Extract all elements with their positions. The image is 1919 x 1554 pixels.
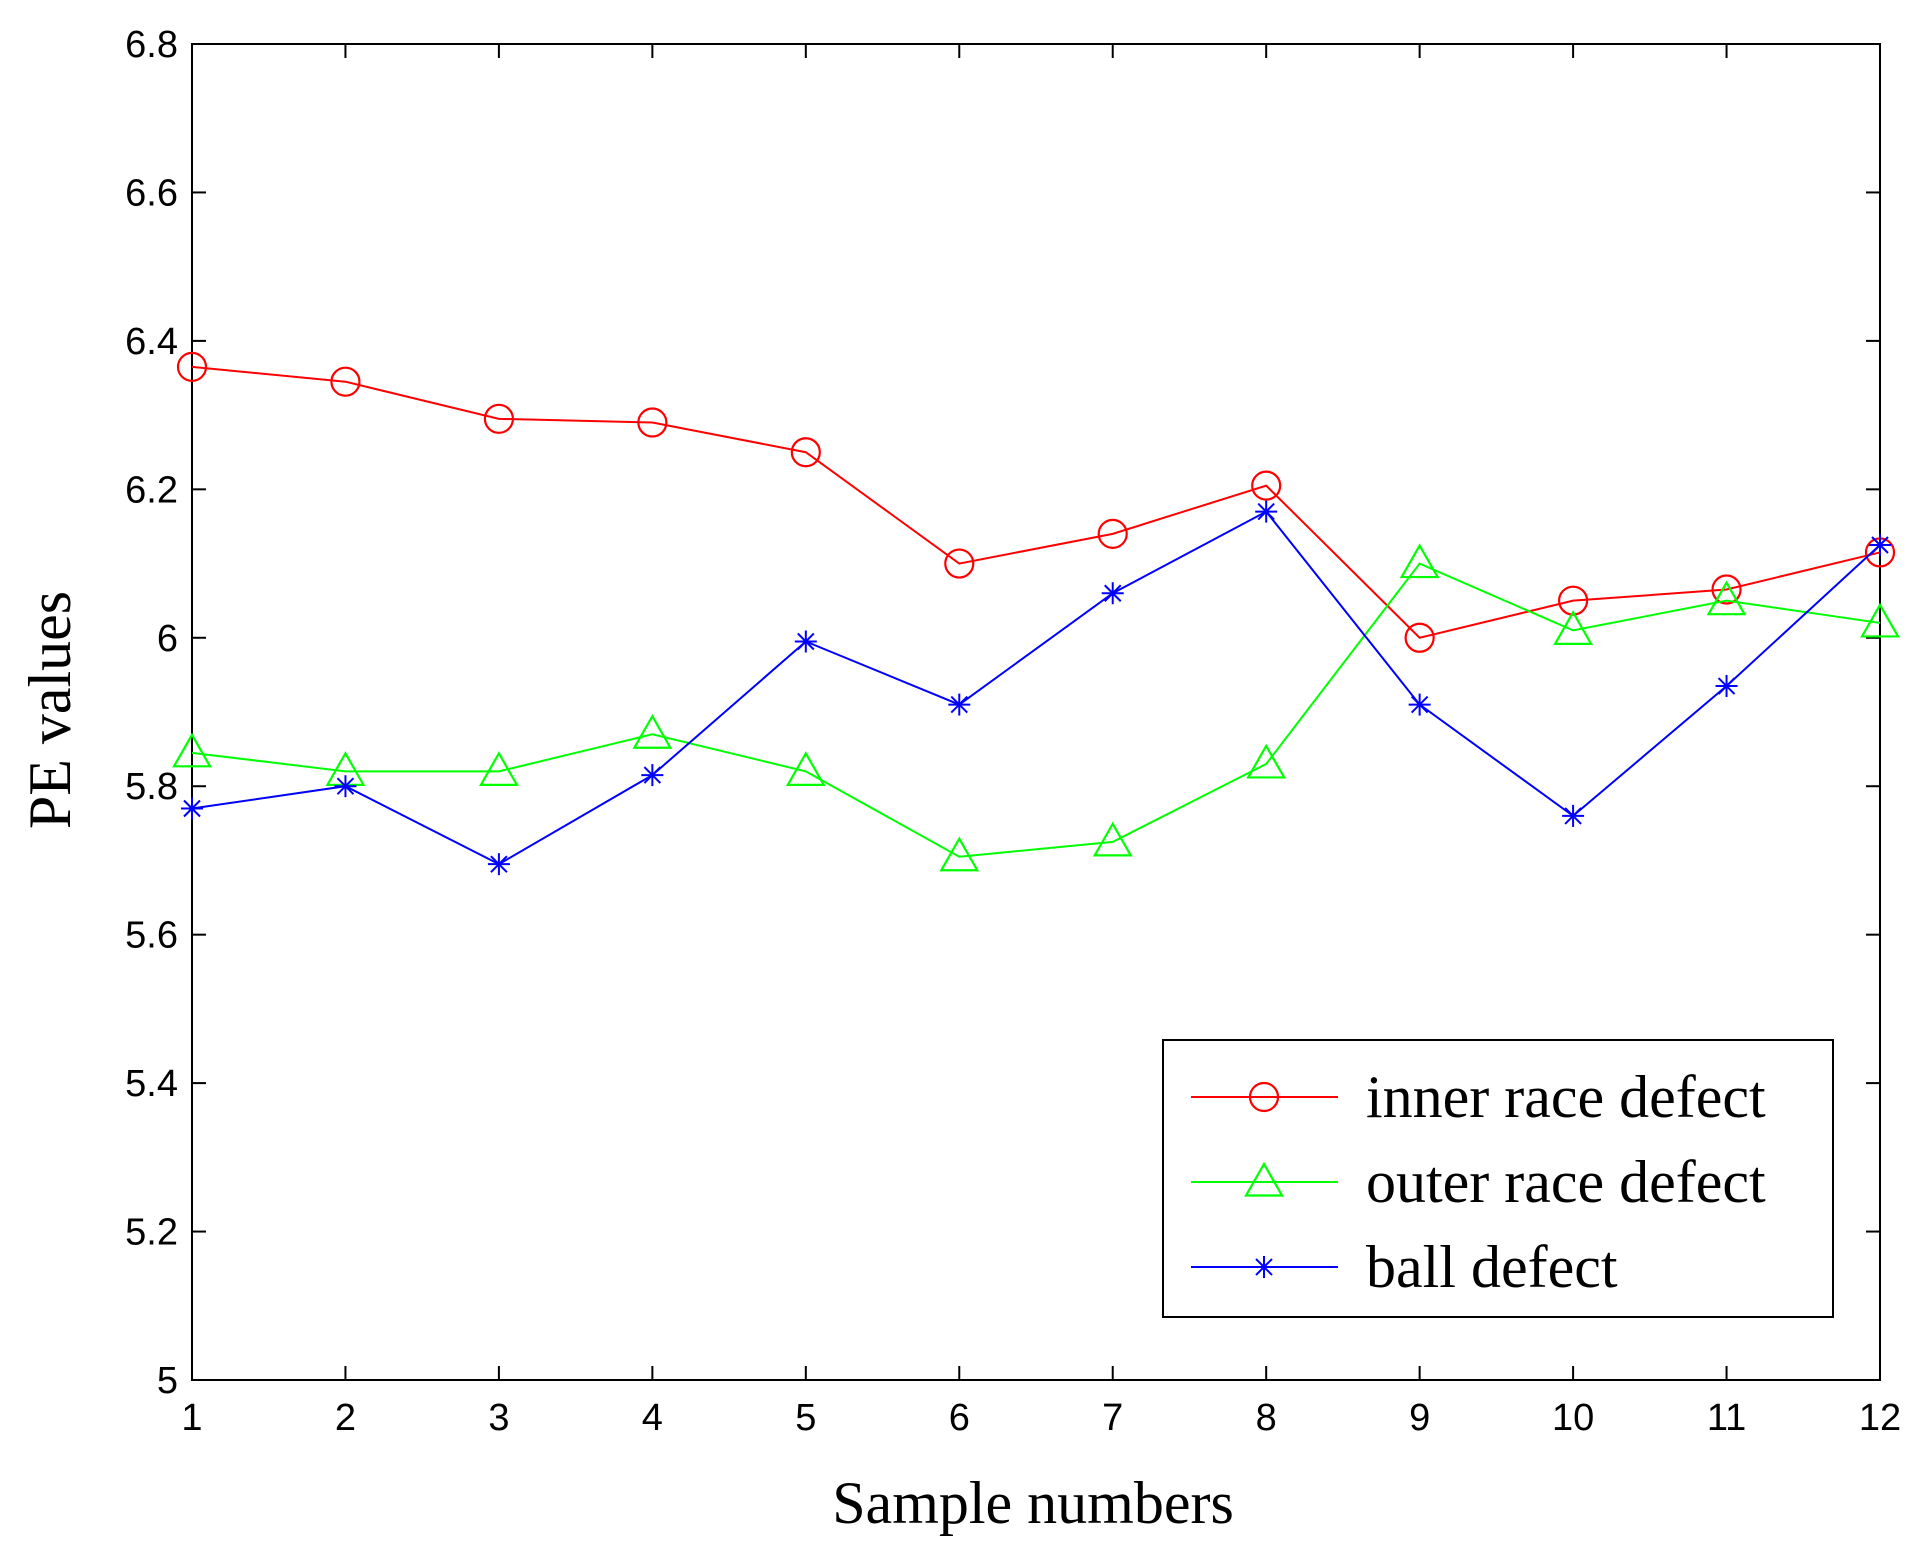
legend-label: inner race defect bbox=[1366, 1064, 1766, 1130]
data-point bbox=[1860, 602, 1900, 638]
data-point bbox=[1553, 610, 1593, 645]
series-line bbox=[191, 562, 1881, 858]
y-tick-label: 6 bbox=[157, 618, 178, 660]
data-point bbox=[1251, 470, 1282, 501]
data-point bbox=[1557, 585, 1589, 616]
y-tick-label: 6.2 bbox=[125, 469, 178, 511]
data-point bbox=[176, 351, 208, 382]
series-line bbox=[191, 365, 1881, 639]
legend-label: outer race defect bbox=[1366, 1149, 1766, 1215]
y-tick-label: 5.2 bbox=[125, 1212, 178, 1254]
data-point bbox=[1097, 518, 1128, 549]
data-point bbox=[790, 437, 821, 468]
x-tick-label: 3 bbox=[488, 1397, 509, 1439]
legend-item: inner race defect bbox=[1191, 1064, 1766, 1130]
x-tick-label: 8 bbox=[1256, 1397, 1277, 1439]
data-point bbox=[944, 548, 975, 579]
legend: inner race defect outer race defect ball d… bbox=[1162, 1039, 1834, 1318]
legend-marker bbox=[1248, 1081, 1280, 1113]
x-tick-label: 7 bbox=[1102, 1397, 1123, 1439]
x-tick-label: 4 bbox=[642, 1397, 663, 1439]
data-point bbox=[483, 403, 515, 434]
data-point bbox=[939, 836, 980, 872]
data-point bbox=[1706, 580, 1747, 616]
x-tick-label: 9 bbox=[1409, 1397, 1430, 1439]
plot-frame bbox=[191, 43, 1881, 1381]
x-tick-label: 6 bbox=[949, 1397, 970, 1439]
legend-label: ball defect bbox=[1366, 1234, 1618, 1300]
y-tick-label: 5 bbox=[157, 1360, 178, 1402]
data-point bbox=[632, 714, 673, 749]
data-point bbox=[181, 797, 203, 820]
data-point bbox=[1869, 534, 1891, 556]
y-tick-label: 6.6 bbox=[125, 172, 178, 214]
data-point bbox=[1404, 622, 1435, 653]
y-tick-label: 5.8 bbox=[125, 766, 178, 808]
data-point bbox=[948, 693, 971, 716]
data-point bbox=[794, 630, 817, 653]
legend-item: ball defect bbox=[1191, 1234, 1618, 1300]
legend-marker bbox=[1244, 1161, 1284, 1197]
series-layer bbox=[172, 351, 1900, 876]
series-ball-defect bbox=[181, 500, 1891, 876]
x-tick-label: 2 bbox=[335, 1397, 356, 1439]
data-point bbox=[785, 751, 826, 786]
data-point bbox=[487, 853, 510, 876]
y-axis-label: PE values bbox=[17, 591, 83, 829]
data-point bbox=[172, 732, 212, 768]
data-point bbox=[1399, 543, 1440, 579]
data-point bbox=[334, 775, 357, 798]
x-axis: 1 2 3 4 5 6 7 8 9 10 11 12 bbox=[181, 44, 1901, 1439]
series-outer-race-defect bbox=[172, 543, 1900, 872]
data-point bbox=[1246, 743, 1287, 779]
data-point bbox=[1715, 675, 1738, 698]
data-point bbox=[1562, 804, 1585, 827]
x-tick-label: 5 bbox=[795, 1397, 816, 1439]
legend-item: outer race defect bbox=[1191, 1149, 1766, 1215]
x-tick-label: 12 bbox=[1859, 1397, 1901, 1439]
y-tick-label: 5.4 bbox=[125, 1063, 178, 1105]
y-tick-label: 5.6 bbox=[125, 915, 178, 957]
legend-marker bbox=[1253, 1256, 1275, 1278]
y-axis: 5 5.2 5.4 5.6 5.8 6 6.2 6.4 6.6 6.8 bbox=[125, 24, 1880, 1402]
data-point bbox=[1711, 574, 1742, 605]
plot-area-border bbox=[191, 43, 1881, 1381]
y-tick-label: 6.4 bbox=[125, 321, 178, 363]
data-point bbox=[641, 764, 664, 787]
legend-box bbox=[1162, 1039, 1834, 1318]
data-point bbox=[1408, 693, 1431, 716]
series-inner-race-defect bbox=[176, 351, 1896, 653]
x-tick-label: 11 bbox=[1707, 1397, 1746, 1439]
data-point bbox=[1101, 582, 1124, 605]
data-point bbox=[330, 366, 361, 397]
x-axis-label: Sample numbers bbox=[832, 1470, 1234, 1536]
x-tick-label: 1 bbox=[181, 1397, 202, 1439]
data-point bbox=[1092, 821, 1133, 857]
data-point bbox=[637, 407, 668, 438]
y-tick-label: 6.8 bbox=[125, 24, 178, 66]
series-line bbox=[191, 510, 1881, 866]
x-tick-label: 10 bbox=[1552, 1397, 1594, 1439]
data-point bbox=[479, 751, 519, 786]
data-point bbox=[1255, 500, 1278, 523]
